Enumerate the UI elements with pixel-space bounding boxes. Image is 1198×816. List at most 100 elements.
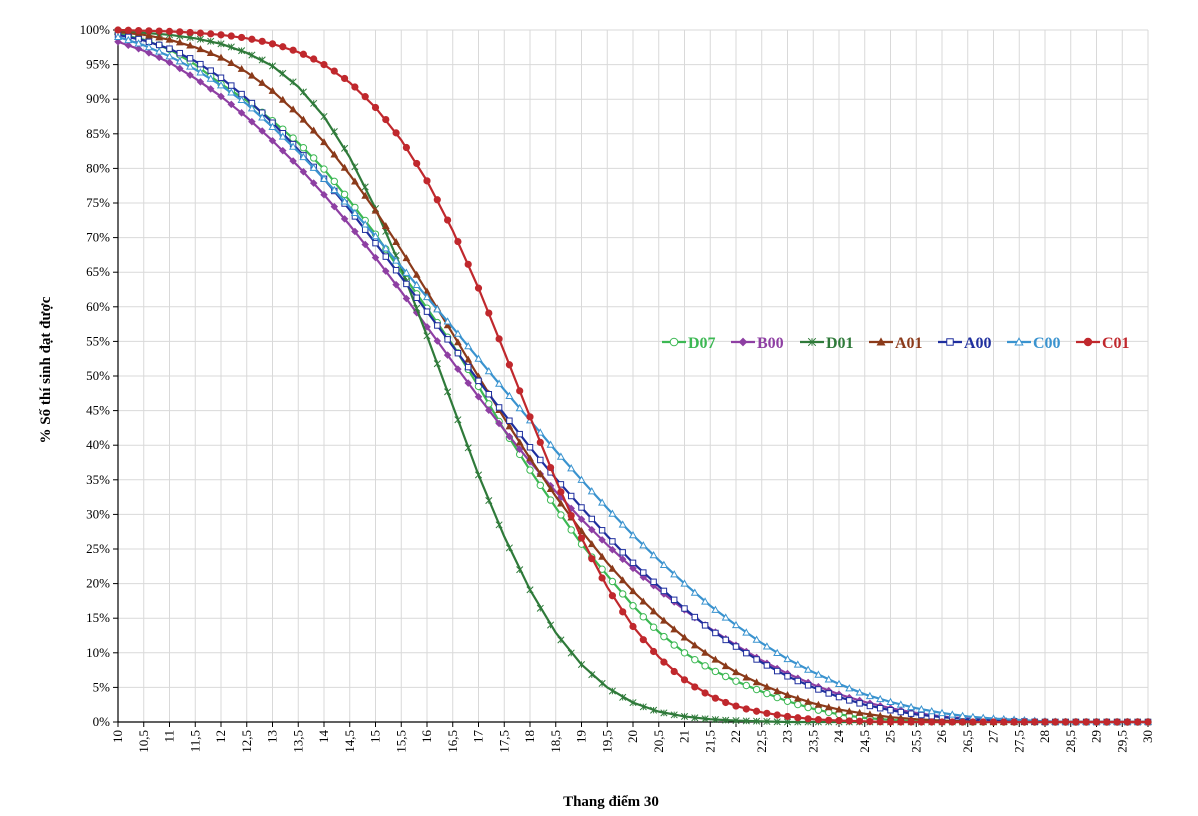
data-point-marker [145,27,153,35]
data-point-marker [783,712,792,721]
data-point-marker [351,83,359,91]
data-point-marker [639,636,647,644]
data-point-marker [433,337,442,345]
data-point-marker [361,220,370,228]
data-point-marker [711,667,720,676]
y-axis-title: % Số thí sinh đạt được [38,296,54,443]
data-point-marker [969,718,977,726]
data-point-marker [144,42,153,51]
y-tick-label: 80% [86,160,110,175]
data-point-marker [216,81,226,89]
data-point-marker [567,492,575,500]
data-point-marker [444,336,451,343]
data-point-marker [722,698,730,707]
data-point-marker [247,104,256,112]
legend-label: D07 [688,335,716,352]
x-tick-label: 27,5 [1011,730,1026,753]
legend-item-C01: C01 [1076,335,1130,352]
data-point-marker [587,540,596,548]
data-point-marker [834,679,844,687]
data-point-marker [289,134,297,142]
data-point-marker [732,677,740,685]
data-point-marker [773,718,781,726]
data-point-marker [876,705,884,712]
data-point-marker [196,35,204,43]
data-point-marker [793,660,802,668]
x-tick-label: 13 [265,730,280,743]
data-point-marker [567,464,576,472]
data-point-marker [361,191,370,199]
data-point-marker [773,711,781,719]
data-point-marker [227,100,236,109]
data-point-marker [762,642,771,650]
data-point-marker [866,702,874,710]
data-point-marker [495,335,503,343]
data-point-marker [351,227,359,236]
data-point-marker [268,122,277,130]
data-point-marker [546,463,555,472]
data-point-marker [207,67,214,74]
data-point-marker [608,545,617,554]
data-point-marker [495,419,503,428]
data-point-marker [783,697,792,705]
data-point-marker [474,354,483,362]
data-point-marker [248,117,256,126]
data-point-marker [742,681,750,690]
data-point-marker [619,590,627,598]
data-point-marker [382,267,390,275]
data-point-marker [773,648,782,657]
data-point-marker [536,604,544,612]
data-point-marker [423,177,431,185]
x-tick-label: 10 [110,730,125,743]
data-point-marker [279,69,287,77]
data-point-marker [701,689,709,697]
data-point-marker [433,360,441,368]
data-point-marker [825,716,833,724]
data-point-marker [515,445,524,454]
data-point-marker [701,662,709,670]
data-point-marker [660,709,668,717]
data-point-marker [505,391,514,400]
data-point-marker [855,717,864,725]
data-point-marker [814,670,823,678]
series-C00 [113,32,1153,726]
data-point-marker [598,679,606,688]
data-point-marker [320,60,328,69]
data-point-marker [660,616,668,624]
data-point-marker [1123,718,1132,726]
data-point-marker [351,177,359,185]
data-point-marker [701,597,710,605]
data-point-marker [608,509,617,517]
data-point-marker [629,587,637,595]
data-point-marker [1092,718,1101,726]
data-point-marker [691,655,699,664]
data-point-marker [608,577,617,586]
data-point-marker [846,697,853,704]
data-point-marker [670,625,679,633]
data-point-marker [165,35,174,43]
x-tick-label: 29 [1089,730,1104,743]
x-tick-label: 17,5 [496,730,511,753]
legend-item-C00: C00 [1007,335,1061,352]
data-point-marker [485,309,493,317]
x-tick-label: 28,5 [1063,730,1078,753]
data-point-marker [505,422,514,430]
data-point-marker [505,361,513,369]
data-point-marker [546,485,555,493]
data-point-marker [897,718,905,726]
data-point-marker [897,708,905,716]
data-point-marker [1051,718,1059,726]
data-point-marker [443,216,452,224]
data-point-marker [1020,718,1029,726]
data-point-marker [763,717,771,726]
data-point-marker [608,564,617,572]
data-point-marker [422,292,432,301]
data-point-marker [845,684,854,692]
data-point-marker [639,573,648,581]
data-point-marker [649,647,658,656]
data-point-marker [1083,337,1093,347]
data-point-marker [681,605,688,612]
data-point-marker [309,126,318,134]
y-tick-label: 70% [86,230,110,245]
data-point-marker [1062,718,1070,726]
